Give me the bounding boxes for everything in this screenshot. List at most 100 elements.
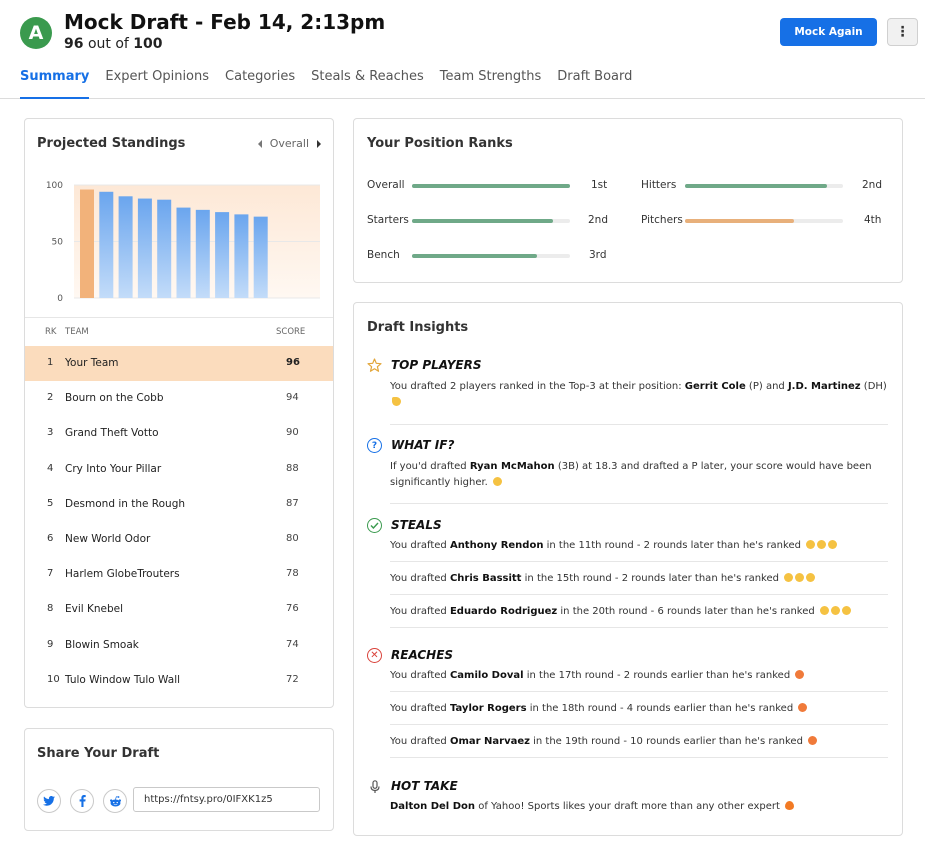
col-team: TEAM (65, 327, 89, 337)
standings-bar[interactable] (234, 214, 249, 298)
reddit-icon[interactable] (103, 789, 127, 813)
rank-value: 2nd (588, 214, 609, 226)
twitter-icon[interactable] (37, 789, 61, 813)
score-value: 96 (64, 36, 84, 52)
player-name: Anthony Rendon (449, 540, 544, 551)
position-ranks-card: Your Position Ranks Overall 1st Hitters 2nd… (353, 118, 903, 283)
rank-progress-fill (685, 184, 828, 188)
share-draft-card: Share Your Draft https://fntsy.pro/0IFXK… (24, 728, 334, 831)
score-mid: out of (87, 36, 129, 52)
rank-progress-bar (685, 219, 843, 223)
rank-progress-fill (412, 219, 553, 223)
top-players-title: TOP PLAYERS (391, 358, 482, 372)
player-name: J.D. Martinez (787, 381, 861, 392)
frowning-face-emoji-icon (795, 670, 805, 679)
row-rank: 5 (47, 497, 54, 509)
row-team: Your Team (65, 357, 119, 369)
row-score: 72 (286, 673, 299, 685)
standings-bar[interactable] (176, 207, 191, 298)
y-tick-label: 0 (57, 294, 63, 304)
insights-title: Draft Insights (367, 320, 469, 335)
tab-categories[interactable]: Categories (225, 69, 296, 84)
mock-again-button[interactable]: Mock Again (780, 18, 877, 46)
rank-label: Pitchers (641, 214, 683, 226)
facebook-icon[interactable] (70, 789, 94, 813)
divider (390, 691, 888, 692)
y-tick-label: 100 (46, 181, 63, 191)
row-rank: 6 (47, 533, 54, 544)
reaches-item: You drafted Camilo Doval in the 17th rou… (390, 670, 805, 681)
player-name: Omar Narvaez (449, 736, 530, 747)
question-circle-icon: ? (367, 438, 382, 453)
prev-arrow-icon[interactable] (257, 139, 262, 148)
clapping-hands-emoji-icon (841, 606, 851, 615)
divider (390, 424, 888, 425)
page-title: Mock Draft - Feb 14, 2:13pm (64, 10, 386, 34)
rank-value: 4th (864, 214, 882, 226)
tab-expert-opinions[interactable]: Expert Opinions (105, 69, 210, 84)
more-options-button[interactable]: ⋮ (887, 18, 918, 46)
row-team: Harlem GlobeTrouters (65, 568, 180, 581)
what-if-title: WHAT IF? (391, 438, 455, 452)
standings-bar[interactable] (253, 216, 268, 298)
rank-progress-bar (685, 184, 843, 188)
row-rank: 8 (47, 603, 54, 615)
row-rank: 3 (47, 427, 54, 439)
row-rank: 10 (47, 673, 60, 685)
rank-value: 1st (591, 179, 608, 191)
divider (390, 724, 888, 725)
standings-row: 4 Cry Into Your Pillar 88 (25, 452, 333, 487)
divider (390, 627, 888, 628)
standings-bar[interactable] (137, 198, 152, 298)
next-arrow-icon[interactable] (317, 139, 321, 148)
standings-bar-chart: 0 50 100 (46, 181, 320, 304)
rank-label: Hitters (641, 179, 677, 191)
steals-item: You drafted Chris Bassitt in the 15th ro… (390, 573, 816, 584)
player-name: Camilo Doval (449, 670, 524, 681)
clapping-hands-emoji-icon (819, 606, 829, 615)
more-vertical-icon: ⋮ (895, 24, 910, 40)
divider (390, 594, 888, 595)
rank-progress-fill (412, 254, 537, 258)
y-tick-label: 50 (52, 238, 64, 248)
hot-take-title: HOT TAKE (391, 779, 458, 793)
row-rank: 2 (47, 392, 54, 404)
standings-bar[interactable] (157, 199, 172, 298)
player-name: Chris Bassitt (449, 573, 522, 584)
standings-bar[interactable] (80, 189, 94, 298)
divider (390, 757, 888, 758)
standings-filter-label: Overall (269, 137, 309, 150)
tab-team-strengths[interactable]: Team Strengths (439, 69, 542, 84)
rank-progress-fill (412, 184, 570, 188)
tab-steals-reaches[interactable]: Steals & Reaches (311, 69, 424, 84)
row-score: 96 (286, 357, 300, 368)
row-team: Bourn on the Cobb (65, 392, 164, 405)
standings-row: 9 Blowin Smoak 74 (25, 628, 333, 663)
standings-bar[interactable] (215, 212, 230, 298)
standings-row: 1 Your Team 96 (25, 346, 333, 381)
steals-item: You drafted Eduardo Rodriguez in the 20t… (390, 606, 851, 617)
player-name: Eduardo Rodriguez (449, 606, 558, 617)
row-team: Blowin Smoak (65, 638, 139, 651)
row-team: Desmond in the Rough (65, 497, 186, 510)
expert-name: Dalton Del Don (390, 801, 476, 812)
clapping-hands-emoji-icon (784, 573, 794, 582)
standings-bar[interactable] (99, 191, 114, 298)
row-team: New World Odor (65, 533, 151, 545)
page-header: A Mock Draft - Feb 14, 2:13pm 96 out of … (0, 0, 925, 99)
tab-draft-board[interactable]: Draft Board (557, 69, 633, 84)
share-url-field[interactable]: https://fntsy.pro/0IFXK1z5 (133, 787, 320, 812)
standings-filter: Overall (257, 137, 321, 150)
row-score: 76 (286, 603, 299, 615)
row-rank: 1 (47, 357, 54, 368)
tab-summary[interactable]: Summary (20, 69, 90, 99)
rank-progress-fill (685, 219, 795, 223)
check-circle-icon (367, 518, 382, 533)
standings-bar[interactable] (118, 196, 133, 298)
thinking-face-emoji-icon (493, 477, 503, 486)
standings-bar[interactable] (195, 209, 210, 298)
standings-row: 10 Tulo Window Tulo Wall 72 (25, 663, 333, 698)
projected-standings-card: Projected Standings Overall 0 50 100 RK TE… (24, 118, 334, 708)
hot-take-text: Dalton Del Don of Yahoo! Sports likes yo… (390, 801, 795, 812)
clapping-hands-emoji-icon (830, 606, 840, 615)
